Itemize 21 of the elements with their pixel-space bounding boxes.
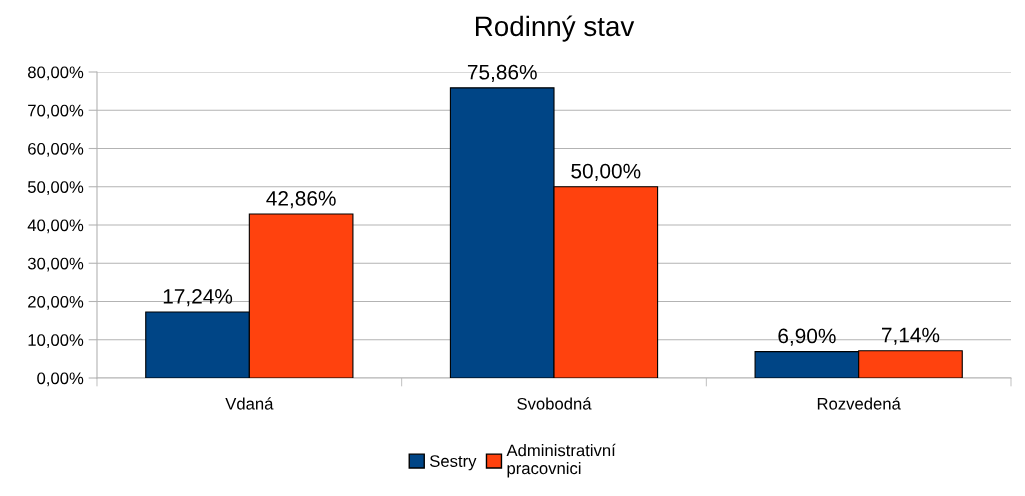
y-tick-label: 70,00%	[28, 104, 84, 119]
x-tick-label: Vdaná	[225, 397, 274, 410]
legend-label: Administrativní pracovnici	[506, 443, 616, 478]
y-tick-label: 0,00%	[37, 372, 84, 387]
y-tick-label: 10,00%	[28, 334, 84, 348]
y-tick-label: 50,00%	[27, 181, 84, 195]
x-tick-label: Svobodná	[517, 397, 592, 410]
y-tick-label: 40,00%	[27, 219, 84, 234]
y-tick-label: 30,00%	[27, 257, 84, 272]
y-tick-label: 60,00%	[28, 142, 84, 157]
data-label: 42,86%	[266, 191, 336, 209]
data-label: 6,90%	[778, 328, 836, 346]
y-tick-label: 80,00%	[28, 66, 84, 81]
legend-label: Sestry	[430, 455, 477, 471]
data-label: 7,14%	[881, 327, 940, 345]
x-tick-label: Rozvedená	[817, 397, 901, 410]
chart-title: Rodinný stav	[475, 15, 635, 42]
y-tick-label: 20,00%	[28, 295, 84, 310]
data-label: 17,24%	[163, 289, 233, 307]
data-label: 50,00%	[571, 163, 641, 181]
data-label: 75,86%	[467, 64, 537, 83]
